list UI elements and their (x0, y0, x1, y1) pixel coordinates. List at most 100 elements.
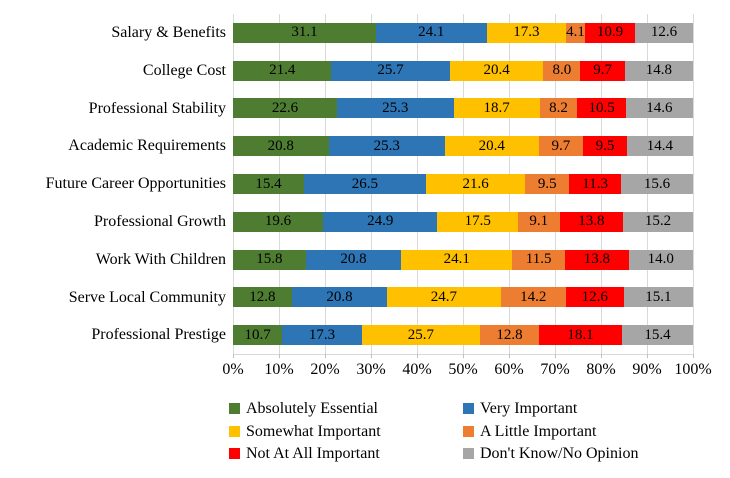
category-label: College Cost (142, 61, 226, 79)
data-label: 10.5 (588, 99, 615, 116)
bar-segment: 13.8 (559, 211, 624, 232)
category-label: Future Career Opportunities (45, 175, 226, 193)
bar-segment: 10.9 (584, 22, 636, 43)
data-label: 24.1 (418, 24, 445, 41)
data-label: 25.3 (382, 99, 409, 116)
bar-segment: 14.8 (624, 60, 693, 81)
bar-segment: 15.1 (623, 287, 693, 308)
data-label: 17.3 (513, 24, 540, 41)
bar-segment: 15.4 (233, 174, 304, 195)
data-label: 9.7 (593, 62, 612, 79)
axis-tick-mark (646, 354, 648, 358)
bar-segment: 14.2 (500, 287, 566, 308)
bar-segment: 17.3 (486, 22, 567, 43)
data-label: 21.6 (462, 175, 489, 192)
data-label: 15.2 (644, 213, 672, 230)
legend-label: Don't Know/No Opinion (480, 445, 639, 463)
stacked-bar: 21.4 25.7 20.4 8.0 9.7 14.8 (233, 60, 693, 81)
bar-segment: 25.7 (331, 60, 450, 81)
bar-segment: 14.6 (625, 98, 693, 119)
data-label: 14.8 (645, 62, 673, 79)
chart-row: Salary & Benefits 31.1 24.1 17.3 4.1 10.9 12.6 (0, 14, 693, 52)
x-axis-tick-label: 90% (632, 361, 662, 378)
legend-item: Absolutely Essential (229, 400, 463, 418)
bar-segment: 20.4 (449, 60, 544, 81)
x-axis-tick-label: 50% (448, 361, 478, 378)
bar-segment: 21.4 (233, 60, 332, 81)
bar-segment: 10.5 (577, 98, 626, 119)
chart-row: College Cost 21.4 25.7 20.4 8.0 9.7 14.8 (0, 52, 693, 90)
stacked-bar: 15.8 20.8 24.1 11.5 13.8 14.0 (233, 249, 693, 270)
bar-segment: 20.8 (233, 136, 329, 157)
bar-segment: 25.3 (337, 98, 454, 119)
bar-segment: 14.0 (628, 249, 693, 270)
legend-swatch-icon (463, 448, 474, 460)
axis-tick-mark (600, 354, 602, 358)
chart-row: Professional Stability 22.6 25.3 18.7 8.2 10.… (0, 90, 693, 128)
data-label: 9.7 (551, 137, 571, 154)
legend-label: Absolutely Essential (246, 400, 378, 417)
axis-tick-mark (508, 354, 510, 358)
bar-segment: 14.4 (626, 136, 693, 157)
data-label: 10.7 (244, 326, 271, 343)
category-label: Serve Local Community (68, 288, 226, 306)
axis-tick-mark (324, 354, 326, 358)
axis-tick-mark (554, 354, 556, 358)
legend-label: Very Important (480, 400, 578, 417)
data-label: 12.8 (249, 288, 276, 305)
bar-segment: 24.9 (323, 211, 438, 232)
legend-item: Not At All Important (229, 445, 463, 463)
stacked-bar: 10.7 17.3 25.7 12.8 18.1 15.4 (233, 325, 693, 346)
legend-item: Somewhat Important (229, 423, 463, 441)
legend-swatch-icon (229, 425, 240, 437)
axis-tick-mark (278, 354, 280, 358)
x-axis-tick-label: 100% (674, 361, 712, 378)
x-axis-tick-label: 80% (586, 361, 616, 378)
legend-swatch-icon (463, 425, 474, 437)
axis-tick-mark (370, 354, 372, 358)
data-label: 20.8 (267, 137, 294, 154)
bar-segment: 20.8 (291, 287, 388, 308)
data-label: 20.4 (478, 137, 505, 154)
bar-segment: 15.4 (622, 325, 693, 346)
bar-segment: 17.3 (282, 325, 362, 346)
axis-tick-mark (416, 354, 418, 358)
bar-segment: 11.3 (569, 174, 622, 195)
chart-row: Future Career Opportunities 15.4 26.5 21.6 9… (0, 165, 693, 203)
data-label: 17.5 (464, 213, 491, 230)
data-label: 31.1 (291, 24, 318, 41)
bar-segment: 17.5 (437, 211, 518, 232)
data-label: 20.4 (483, 62, 510, 79)
chart-row: Professional Growth 19.6 24.9 17.5 9.1 13.8 15… (0, 203, 693, 241)
legend-label: Somewhat Important (246, 422, 381, 440)
data-label: 25.7 (407, 326, 435, 343)
bar-segment: 9.7 (538, 136, 584, 157)
bar-segment: 8.2 (539, 98, 578, 119)
bar-segment: 12.8 (233, 287, 292, 308)
bar-segment: 15.6 (621, 174, 693, 195)
data-label: 24.7 (430, 288, 458, 305)
data-label: 14.2 (520, 288, 547, 305)
bar-segment: 9.5 (583, 136, 627, 157)
x-axis-tick-label: 40% (402, 361, 432, 378)
data-label: 15.1 (645, 288, 672, 305)
data-label: 14.0 (647, 251, 674, 268)
data-label: 25.7 (377, 62, 404, 79)
legend-item: A Little Important (463, 423, 689, 441)
bar-segment: 24.7 (387, 287, 501, 308)
stacked-bar: 15.4 26.5 21.6 9.5 11.3 15.6 (233, 174, 693, 195)
bar-segment: 24.1 (375, 22, 487, 43)
stacked-bar: 22.6 25.3 18.7 8.2 10.5 14.6 (233, 98, 693, 119)
bar-segment: 21.6 (425, 174, 526, 195)
category-label: Work With Children (95, 250, 226, 268)
data-label: 10.9 (596, 24, 624, 41)
bar-segment: 20.4 (444, 136, 539, 157)
bar-segment: 9.1 (517, 211, 560, 232)
legend-label: Not At All Important (246, 445, 380, 463)
bar-segment: 13.8 (565, 249, 629, 270)
data-label: 24.9 (367, 213, 394, 230)
bar-segment: 25.7 (361, 325, 481, 346)
x-axis-tick-label: 10% (264, 361, 294, 378)
data-label: 15.6 (643, 175, 671, 192)
